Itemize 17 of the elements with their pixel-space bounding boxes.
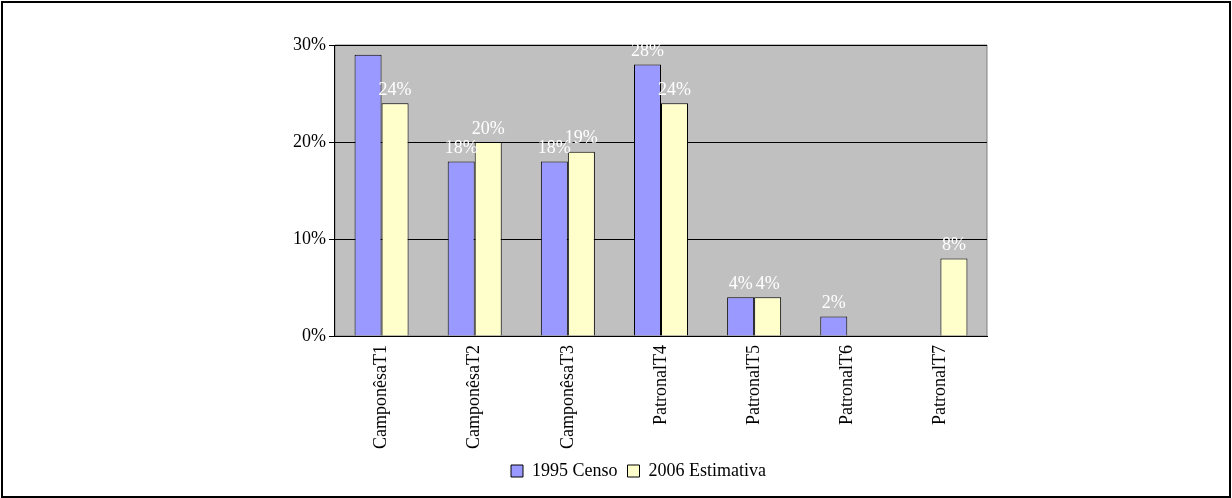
x-tick-label: PatronalT6: [836, 345, 857, 426]
x-tick-label: PatronalT5: [742, 345, 763, 426]
data-label: 4%: [728, 272, 753, 293]
legend-label: 1995 Censo: [532, 459, 618, 480]
data-label: 4%: [755, 272, 780, 293]
x-tick-label: CamponêsaT2: [463, 345, 484, 450]
x-tick-label: CamponêsaT1: [370, 345, 391, 450]
data-label: 2%: [821, 292, 846, 313]
y-tick-label: 0%: [301, 324, 326, 345]
y-tick-label: 20%: [292, 130, 326, 151]
data-label: 20%: [471, 117, 505, 138]
x-tick-label: PatronalT7: [929, 345, 950, 426]
y-tick-label: 10%: [292, 227, 326, 248]
legend-label: 2006 Estimativa: [648, 459, 766, 480]
x-tick-label: PatronalT4: [649, 345, 670, 426]
x-tick-label: CamponêsaT3: [556, 345, 577, 450]
y-tick-label: 30%: [292, 33, 326, 54]
